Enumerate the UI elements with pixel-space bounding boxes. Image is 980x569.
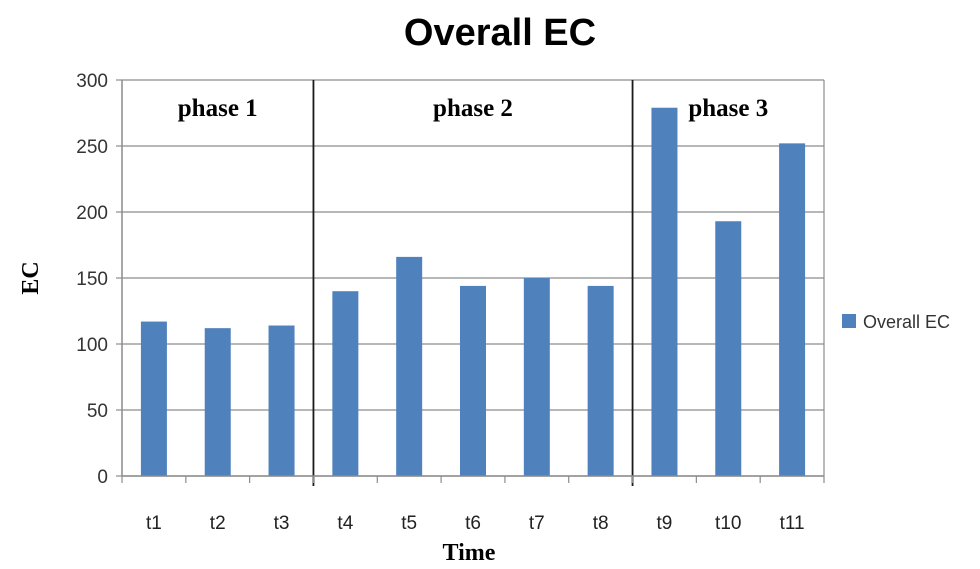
x-axis-ticks: t1 t2 t3 t4 t5 t6 t7 t8 t9 t10 t11	[121, 476, 825, 534]
y-tick-label: 200	[76, 203, 108, 224]
y-tick-label: 50	[87, 401, 108, 422]
y-axis-label: EC	[18, 261, 44, 294]
phase-dividers	[312, 80, 634, 486]
y-tick-label: 0	[97, 467, 108, 488]
y-tick-label: 150	[76, 269, 108, 290]
y-axis-ticks: 0 50 100 150 200 250 300	[76, 71, 122, 488]
bars	[140, 107, 806, 477]
bar-t11	[779, 143, 806, 477]
phase-label-1: phase 1	[178, 95, 258, 122]
bar-t4	[332, 291, 359, 476]
bar-t9	[651, 107, 678, 476]
x-tick-label-t11: t11	[780, 513, 805, 534]
x-tick-label-t6: t6	[465, 513, 481, 534]
x-tick-label-t10: t10	[715, 513, 741, 534]
phase-label-3: phase 3	[688, 95, 768, 122]
x-tick-label-t9: t9	[657, 513, 673, 534]
x-tick-label-t1: t1	[146, 513, 162, 534]
x-tick-label-t2: t2	[210, 513, 226, 534]
legend-label-overall-ec: Overall EC	[863, 312, 950, 332]
x-tick-label-t4: t4	[337, 513, 353, 534]
y-tick-label: 300	[76, 71, 108, 92]
legend-swatch	[842, 314, 856, 328]
bar-t7	[523, 278, 550, 476]
axes	[121, 80, 825, 477]
bar-t5	[396, 256, 423, 476]
bar-t10	[715, 221, 742, 476]
phase-labels: phase 1 phase 2 phase 3	[178, 95, 768, 122]
x-tick-label-t3: t3	[274, 513, 290, 534]
x-tick-label-t5: t5	[401, 513, 417, 534]
chart-title: Overall EC	[404, 12, 596, 54]
bar-t2	[204, 328, 231, 476]
x-axis-label: Time	[443, 540, 496, 566]
x-tick-label-t8: t8	[593, 513, 609, 534]
y-tick-label: 100	[76, 335, 108, 356]
legend: Overall EC	[842, 312, 950, 332]
bar-t3	[268, 325, 295, 476]
y-tick-label: 250	[76, 137, 108, 158]
phase-label-2: phase 2	[433, 95, 513, 122]
x-tick-label-t7: t7	[529, 513, 545, 534]
bar-t8	[587, 285, 614, 476]
bar-t1	[140, 321, 167, 476]
bar-t6	[460, 285, 486, 476]
